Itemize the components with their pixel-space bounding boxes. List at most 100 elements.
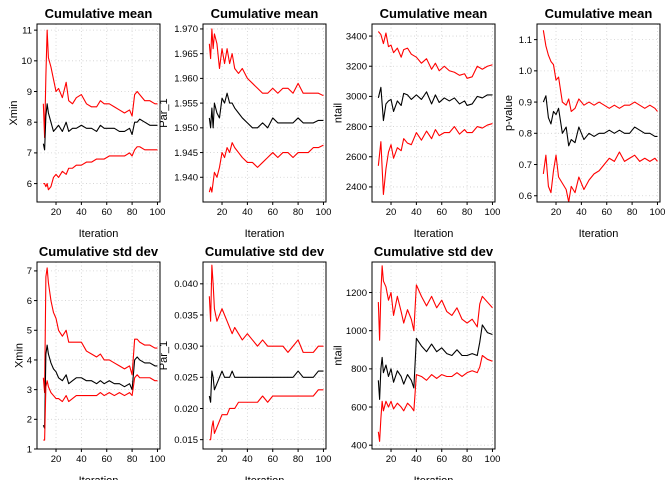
chart-title: Cumulative std dev [205,244,325,259]
series-line-mean [377,86,493,122]
series-line-lower [377,123,493,196]
x-axis-label: Iteration [79,228,119,240]
x-tick-label: 80 [127,207,138,218]
y-tick-label: 0.9 [519,97,532,108]
series-line-lower [208,142,324,193]
y-tick-label: 3000 [346,92,367,103]
x-axis-label: Iteration [245,228,285,240]
y-axis-label: Par_1 [158,341,170,370]
series-line-upper [208,264,324,353]
x-tick-label: 40 [242,207,253,218]
series-line-mean [208,370,324,403]
x-axis-label: Iteration [245,475,285,480]
x-tick-label: 60 [436,207,447,218]
y-tick-label: 1.970 [174,24,198,35]
chart-title: Cumulative std dev [39,244,159,259]
y-tick-label: 9 [27,87,32,98]
y-axis-label: p-value [503,95,515,131]
chart-title: Cumulative mean [545,6,653,21]
y-tick-label: 1.965 [174,49,198,60]
x-tick-label: 20 [217,454,228,465]
x-tick-label: 80 [293,207,304,218]
y-tick-label: 0.6 [519,191,532,202]
y-tick-label: 400 [351,440,367,451]
x-tick-label: 60 [436,454,447,465]
x-axis-label: Iteration [79,475,119,480]
y-tick-label: 2800 [346,122,367,133]
x-tick-label: 100 [150,454,166,465]
y-tick-label: 1000 [346,326,367,337]
x-tick-label: 60 [101,454,112,465]
series-line-lower [542,151,658,203]
y-tick-label: 10 [21,56,32,67]
y-tick-label: 1 [27,444,32,455]
x-tick-label: 40 [76,454,87,465]
x-tick-label: 80 [127,454,138,465]
chart-panel-7: 20 40 60 80 100 400 600 800 1000 1200 Cumulative s… [332,244,500,480]
y-tick-label: 8 [27,118,32,129]
series-line-mean [542,95,658,147]
series-line-upper [42,29,158,139]
y-tick-label: 1.0 [519,66,532,77]
y-tick-label: 2 [27,415,32,426]
chart-panel-3: 20 40 60 80 100 2400 2600 2800 3000 3200 3400 Cumul… [332,6,500,240]
series-line-lower [43,374,158,441]
series-line-mean [42,344,158,429]
x-axis-label: Iteration [414,475,454,480]
plot-frame [36,23,161,203]
y-axis-label: Xmin [14,343,26,368]
y-tick-label: 1.945 [174,148,198,159]
y-tick-label: 11 [22,25,32,36]
chart-panel-1: 20 40 60 80 100 6 7 8 9 10 11 Cumulative mean Iterat… [8,6,165,240]
y-tick-label: 2400 [346,182,367,193]
y-tick-label: 0.035 [174,310,198,321]
plot-frame [536,23,661,203]
y-tick-label: 0.040 [174,279,198,290]
chart-panel-4: 20 40 60 80 100 0.6 0.7 0.8 0.9 1.0 1.1 Cumulative … [503,6,666,240]
y-tick-label: 7 [27,266,32,277]
series-line-upper [542,30,658,112]
series-line-upper [42,267,158,394]
y-tick-label: 7 [27,148,32,159]
chart-panel-6: 20 40 60 80 100 0.015 0.020 0.025 0.030 0.035 0.04… [158,244,331,480]
x-tick-label: 100 [316,207,332,218]
x-tick-label: 100 [485,207,501,218]
x-tick-label: 20 [551,207,562,218]
x-tick-label: 60 [267,207,278,218]
x-tick-label: 40 [76,207,87,218]
y-tick-label: 0.025 [174,373,198,384]
x-tick-label: 100 [150,207,166,218]
y-tick-label: 6 [27,179,32,190]
series-line-mean [42,103,158,151]
chart-title: Cumulative mean [211,6,319,21]
y-tick-label: 600 [351,402,367,413]
plot-frame [371,23,496,203]
chart-title: Cumulative std dev [374,244,494,259]
x-tick-label: 100 [650,207,666,218]
x-tick-label: 80 [462,454,473,465]
chart-title: Cumulative mean [380,6,488,21]
plot-frame [36,261,161,450]
series-line-lower [43,146,158,191]
series-line-upper [208,28,324,97]
y-tick-label: 4 [27,355,32,366]
y-tick-label: 800 [351,364,367,375]
y-tick-label: 2600 [346,152,367,163]
y-tick-label: 1.1 [519,35,532,46]
x-tick-label: 100 [485,454,501,465]
series-line-mean [208,92,324,129]
y-tick-label: 6 [27,296,32,307]
y-tick-label: 1.940 [174,173,198,184]
y-tick-label: 5 [27,326,32,337]
x-tick-label: 20 [51,454,62,465]
x-tick-label: 80 [293,454,304,465]
y-tick-label: 0.015 [174,435,198,446]
y-tick-label: 1.950 [174,123,198,134]
x-tick-label: 20 [386,454,397,465]
chart-panel-2: 20 40 60 80 100 1.940 1.945 1.950 1.955 1.960 1.96… [158,6,331,240]
x-tick-label: 60 [601,207,612,218]
series-line-upper [377,265,493,341]
x-tick-label: 80 [462,207,473,218]
x-tick-label: 60 [101,207,112,218]
